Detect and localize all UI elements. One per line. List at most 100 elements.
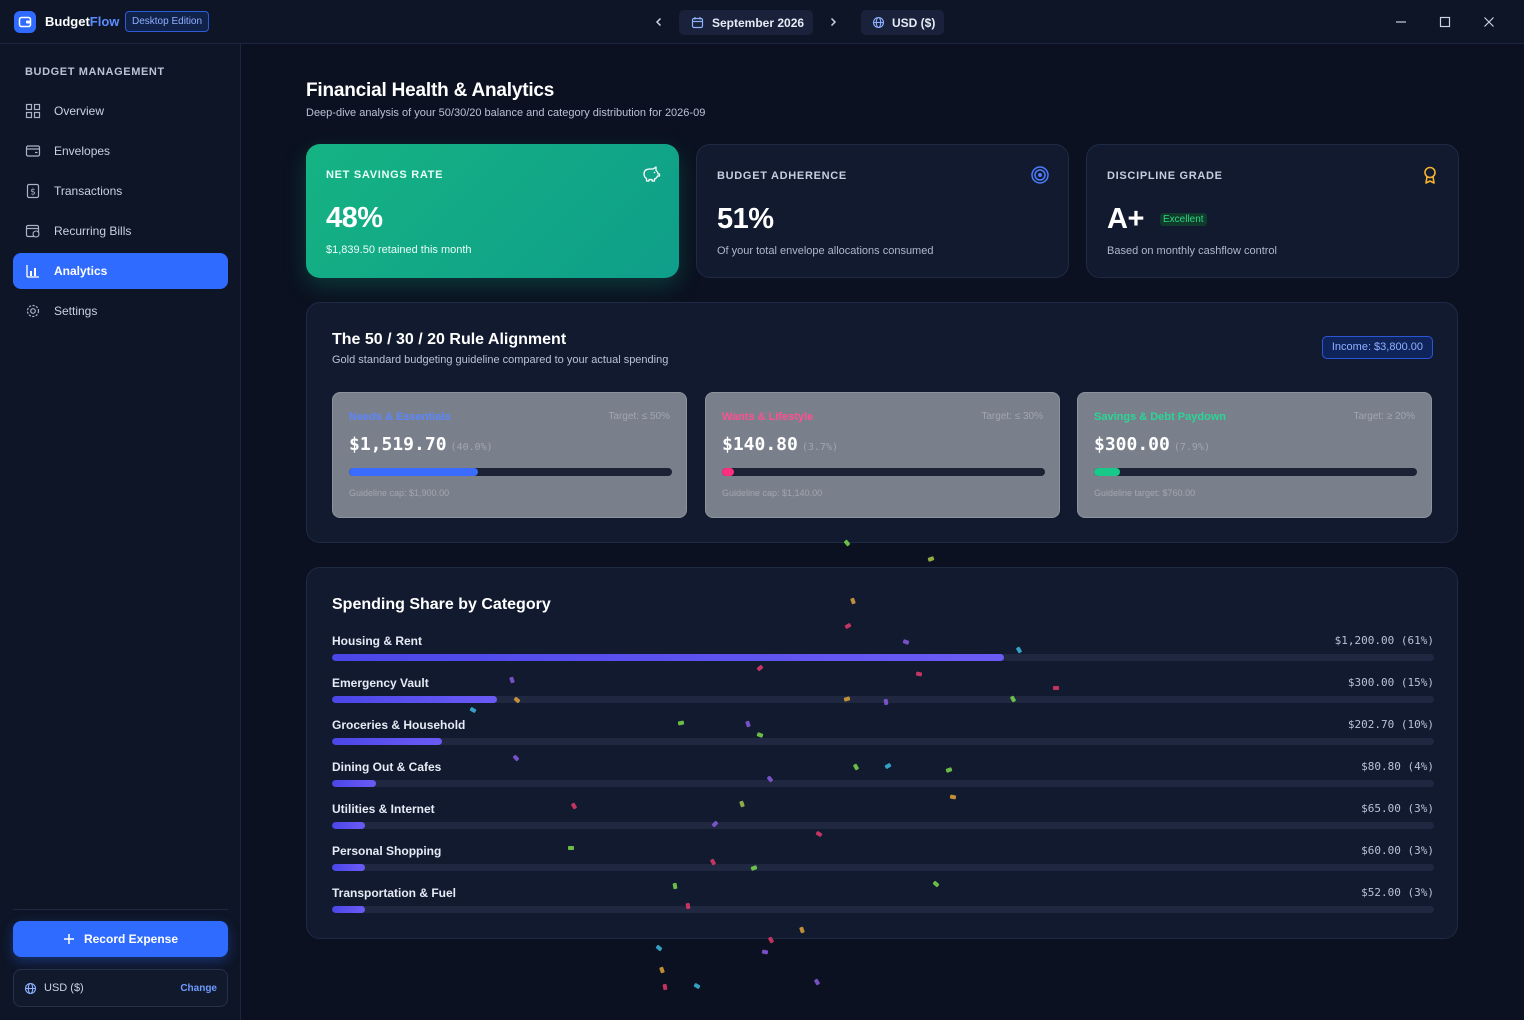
month-label: September 2026 bbox=[712, 15, 805, 30]
main-content: Financial Health & Analytics Deep-dive a… bbox=[241, 44, 1524, 1020]
confetti-piece bbox=[1053, 686, 1059, 690]
confetti-piece bbox=[949, 794, 957, 800]
stat-description: Of your total envelope allocations consu… bbox=[717, 245, 934, 257]
sidebar-item-envelopes[interactable]: Envelopes bbox=[13, 133, 228, 169]
stat-value: 48% bbox=[326, 202, 383, 234]
sidebar-item-transactions[interactable]: $ Transactions bbox=[13, 173, 228, 209]
currency-pill-label: USD ($) bbox=[892, 15, 936, 30]
close-button[interactable] bbox=[1479, 12, 1499, 32]
rule-target: Target: ≥ 20% bbox=[1353, 411, 1415, 422]
sidebar-divider bbox=[13, 909, 228, 910]
calendar-icon bbox=[691, 17, 704, 29]
confetti-piece bbox=[813, 978, 821, 986]
confetti-piece bbox=[662, 983, 668, 991]
minimize-icon bbox=[1396, 21, 1406, 23]
rule-amount-value: $300.00 bbox=[1094, 434, 1170, 455]
category-fill bbox=[332, 864, 366, 871]
confetti-piece bbox=[659, 966, 665, 974]
month-selector[interactable]: September 2026 bbox=[679, 10, 813, 35]
record-expense-button[interactable]: Record Expense bbox=[13, 921, 228, 957]
gear-icon bbox=[26, 304, 40, 318]
confetti-piece bbox=[568, 846, 574, 850]
sidebar-item-analytics[interactable]: Analytics bbox=[13, 253, 228, 289]
sidebar-item-recurring-bills[interactable]: Recurring Bills bbox=[13, 213, 228, 249]
rule-name: Needs & Essentials bbox=[349, 411, 451, 423]
page-title: Financial Health & Analytics bbox=[306, 80, 555, 101]
globe-icon bbox=[872, 16, 885, 29]
rule-percent: (3.7%) bbox=[801, 442, 838, 453]
category-name: Emergency Vault bbox=[332, 676, 429, 690]
target-icon bbox=[1031, 166, 1049, 184]
stat-label: DISCIPLINE GRADE bbox=[1107, 170, 1223, 182]
category-fill bbox=[332, 696, 498, 703]
discipline-grade-card: DISCIPLINE GRADE A+ Excellent Based on m… bbox=[1086, 144, 1459, 278]
minimize-button[interactable] bbox=[1391, 12, 1411, 32]
rule-amount-value: $1,519.70 bbox=[349, 434, 447, 455]
income-badge: Income: $3,800.00 bbox=[1321, 336, 1433, 359]
category-name: Transportation & Fuel bbox=[332, 886, 457, 900]
edition-badge: Desktop Edition bbox=[125, 11, 210, 32]
prev-month-button[interactable] bbox=[649, 12, 669, 32]
category-name: Dining Out & Cafes bbox=[332, 760, 442, 774]
category-row: Transportation & Fuel $52.00 (3%) bbox=[332, 886, 1434, 922]
stat-description: Based on monthly cashflow control bbox=[1107, 245, 1277, 257]
title-bar: BudgetFlow Desktop Edition September 202… bbox=[0, 0, 1524, 44]
currency-selector[interactable]: USD ($) bbox=[861, 10, 944, 35]
panel-title: The 50 / 30 / 20 Rule Alignment bbox=[332, 331, 567, 348]
category-name: Groceries & Household bbox=[332, 718, 466, 732]
rule-progress-track bbox=[722, 468, 1045, 476]
chart-icon bbox=[26, 265, 39, 278]
sidebar-item-overview[interactable]: Overview bbox=[13, 93, 228, 129]
change-currency-link[interactable]: Change bbox=[180, 982, 217, 994]
stat-value: 51% bbox=[717, 203, 774, 235]
panel-subtitle: Gold standard budgeting guideline compar… bbox=[332, 354, 669, 366]
maximize-button[interactable] bbox=[1435, 12, 1455, 32]
sidebar-item-label: Analytics bbox=[54, 264, 108, 278]
category-value: $80.80 (4%) bbox=[1361, 760, 1434, 773]
rule-progress-track bbox=[349, 468, 672, 476]
category-track bbox=[332, 780, 1434, 787]
rule-amount-value: $140.80 bbox=[722, 434, 798, 455]
calendar-clock-icon bbox=[25, 224, 40, 238]
stat-label: NET SAVINGS RATE bbox=[326, 169, 444, 181]
rule-footnote: Guideline cap: $1,140.00 bbox=[722, 488, 823, 498]
app-name: BudgetFlow bbox=[45, 14, 119, 29]
rule-target: Target: ≤ 30% bbox=[981, 411, 1043, 422]
sidebar-heading: BUDGET MANAGEMENT bbox=[25, 66, 165, 78]
stat-description: $1,839.50 retained this month bbox=[326, 244, 472, 256]
app-logo-icon bbox=[14, 11, 36, 33]
currency-box-label: USD ($) bbox=[44, 982, 84, 994]
confetti-piece bbox=[927, 556, 935, 562]
chevron-right-icon bbox=[830, 17, 837, 27]
budget-adherence-card: BUDGET ADHERENCE 51% Of your total envel… bbox=[696, 144, 1069, 278]
confetti-piece bbox=[761, 949, 769, 955]
rule-alignment-panel: The 50 / 30 / 20 Rule Alignment Gold sta… bbox=[306, 302, 1458, 543]
category-fill bbox=[332, 906, 366, 913]
category-track bbox=[332, 906, 1434, 913]
confetti-piece bbox=[915, 671, 923, 677]
next-month-button[interactable] bbox=[823, 12, 843, 32]
sidebar-item-label: Envelopes bbox=[54, 144, 111, 158]
savings-card: Savings & Debt Paydown Target: ≥ 20% $30… bbox=[1077, 392, 1432, 518]
rule-progress-fill bbox=[722, 468, 734, 476]
confetti-piece bbox=[655, 944, 663, 952]
rule-amount: $300.00 (7.9%) bbox=[1094, 434, 1210, 455]
sidebar-item-settings[interactable]: Settings bbox=[13, 293, 228, 329]
category-value: $1,200.00 (61%) bbox=[1334, 634, 1434, 647]
sidebar-item-label: Transactions bbox=[54, 184, 123, 198]
confetti-piece bbox=[693, 982, 701, 990]
rule-progress-track bbox=[1094, 468, 1417, 476]
category-fill bbox=[332, 780, 377, 787]
confetti-piece bbox=[672, 882, 678, 890]
close-icon bbox=[1484, 17, 1494, 27]
grid-icon bbox=[25, 103, 41, 119]
category-track bbox=[332, 654, 1434, 661]
category-row: Personal Shopping $60.00 (3%) bbox=[332, 844, 1434, 880]
rule-name: Savings & Debt Paydown bbox=[1094, 411, 1227, 423]
category-row: Dining Out & Cafes $80.80 (4%) bbox=[332, 760, 1434, 796]
record-expense-label: Record Expense bbox=[83, 932, 179, 946]
category-row: Housing & Rent $1,200.00 (61%) bbox=[332, 634, 1434, 670]
sidebar-item-label: Settings bbox=[54, 304, 98, 318]
globe-icon bbox=[24, 982, 37, 994]
category-value: $202.70 (10%) bbox=[1347, 718, 1434, 731]
